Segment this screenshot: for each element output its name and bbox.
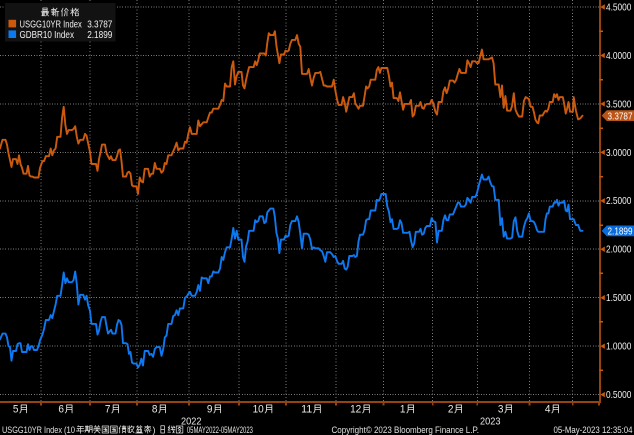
svg-text:05-May-2023 12:35:04: 05-May-2023 12:35:04 [554, 425, 633, 435]
svg-text:1.5000: 1.5000 [606, 292, 632, 304]
svg-text:6: 6 [58, 404, 64, 416]
svg-text:(10: (10 [64, 425, 75, 435]
svg-text:Copyright© 2023 Bloomberg Fina: Copyright© 2023 Bloomberg Finance L.P. [332, 425, 480, 435]
svg-text:05MAY2022-05MAY2023: 05MAY2022-05MAY2023 [187, 425, 253, 435]
svg-text:2.5000: 2.5000 [606, 195, 632, 207]
svg-text:10: 10 [253, 404, 264, 416]
svg-text:3: 3 [498, 404, 504, 416]
svg-text:3.3787: 3.3787 [608, 110, 633, 122]
svg-text:USGG10YR Index: USGG10YR Index [2, 425, 62, 435]
svg-text:2: 2 [448, 404, 454, 416]
svg-text:4: 4 [545, 404, 551, 416]
svg-text:3.5000: 3.5000 [606, 98, 632, 110]
svg-text:USGG10YR Index: USGG10YR Index [20, 19, 82, 30]
svg-text:2.0000: 2.0000 [606, 244, 632, 256]
svg-text:1: 1 [400, 404, 406, 416]
svg-text:2.1899: 2.1899 [87, 30, 113, 41]
svg-text:): ) [153, 425, 156, 435]
svg-text:9: 9 [207, 404, 213, 416]
svg-text:1.0000: 1.0000 [606, 341, 632, 353]
svg-text:5: 5 [13, 404, 19, 416]
svg-text:4.5000: 4.5000 [606, 1, 632, 13]
svg-text:3.0000: 3.0000 [606, 147, 632, 159]
svg-text:0.5000: 0.5000 [606, 389, 632, 401]
svg-text:GDBR10 Index: GDBR10 Index [20, 30, 75, 41]
svg-text:2022: 2022 [181, 416, 202, 428]
svg-text:8: 8 [152, 404, 158, 416]
svg-text:4.0000: 4.0000 [606, 50, 632, 62]
svg-text:3.3787: 3.3787 [87, 19, 113, 30]
svg-text:7: 7 [105, 404, 111, 416]
svg-text:2023: 2023 [480, 416, 501, 428]
svg-text:12: 12 [350, 404, 361, 416]
svg-text:2.1899: 2.1899 [608, 226, 633, 238]
svg-text:11: 11 [301, 404, 312, 416]
